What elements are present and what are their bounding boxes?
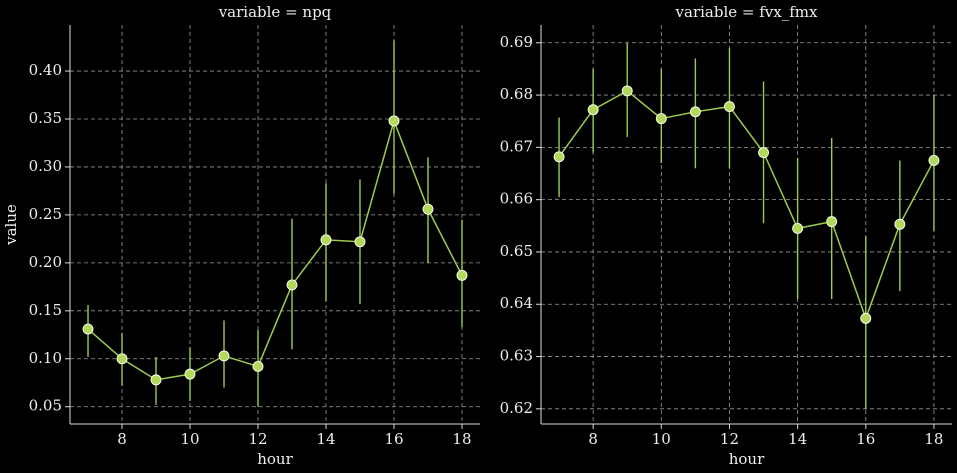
- point: [150, 374, 162, 386]
- x-tick-label: 18: [452, 430, 471, 448]
- y-tick-label: 0.64: [500, 294, 533, 312]
- y-tick-label: 0.40: [29, 61, 62, 79]
- point: [553, 151, 565, 163]
- point: [252, 361, 264, 372]
- y-tick-label: 0.05: [29, 397, 62, 415]
- x-tick-label: 12: [720, 430, 739, 448]
- x-tick-label: 10: [180, 430, 199, 448]
- point: [689, 106, 701, 118]
- line: [558, 89, 935, 321]
- y-tick-label: 0.66: [500, 190, 533, 208]
- y-tick-label: 0.67: [500, 137, 533, 155]
- point: [894, 218, 906, 230]
- y-tick-label: 0.69: [500, 33, 533, 51]
- point: [116, 353, 128, 365]
- y-tick-label: 0.10: [29, 349, 62, 367]
- point: [388, 115, 400, 127]
- point: [218, 350, 230, 362]
- point: [792, 222, 804, 234]
- point: [184, 368, 196, 380]
- point: [422, 203, 434, 215]
- point: [724, 101, 735, 113]
- x-axis-label: hour: [729, 450, 765, 468]
- y-tick-label: 0.30: [29, 157, 62, 175]
- x-tick-label: 10: [652, 430, 671, 448]
- y-tick-label: 0.35: [29, 109, 62, 127]
- x-axis-label: hour: [257, 450, 293, 468]
- line: [87, 118, 463, 381]
- point: [860, 312, 872, 324]
- x-tick-label: 12: [248, 430, 267, 448]
- x-tick-label: 8: [117, 430, 127, 448]
- point: [320, 234, 332, 246]
- point: [758, 147, 769, 159]
- y-tick-label: 0.15: [29, 301, 62, 319]
- point: [655, 113, 667, 125]
- point: [456, 269, 468, 281]
- point: [826, 216, 838, 228]
- point: [286, 279, 298, 291]
- y-tick-label: 0.25: [29, 205, 62, 223]
- point: [82, 323, 94, 335]
- y-tick-label: 0.20: [29, 253, 62, 271]
- subplot-title: variable = npq: [218, 3, 332, 21]
- y-tick-label: 0.68: [500, 85, 533, 103]
- point: [621, 85, 633, 97]
- x-tick-label: 16: [384, 430, 403, 448]
- point: [587, 104, 599, 116]
- x-tick-label: 14: [316, 430, 335, 448]
- subplot-title: variable = fvx_fmx: [675, 3, 818, 21]
- point: [928, 154, 940, 166]
- y-tick-label: 0.62: [500, 399, 533, 417]
- y-tick-label: 0.63: [500, 347, 533, 365]
- x-tick-label: 14: [788, 430, 807, 448]
- x-tick-label: 16: [856, 430, 875, 448]
- y-axis-label: value: [2, 204, 20, 246]
- x-tick-label: 18: [924, 430, 943, 448]
- point: [354, 236, 366, 248]
- y-tick-label: 0.65: [500, 242, 533, 260]
- x-tick-label: 8: [588, 430, 598, 448]
